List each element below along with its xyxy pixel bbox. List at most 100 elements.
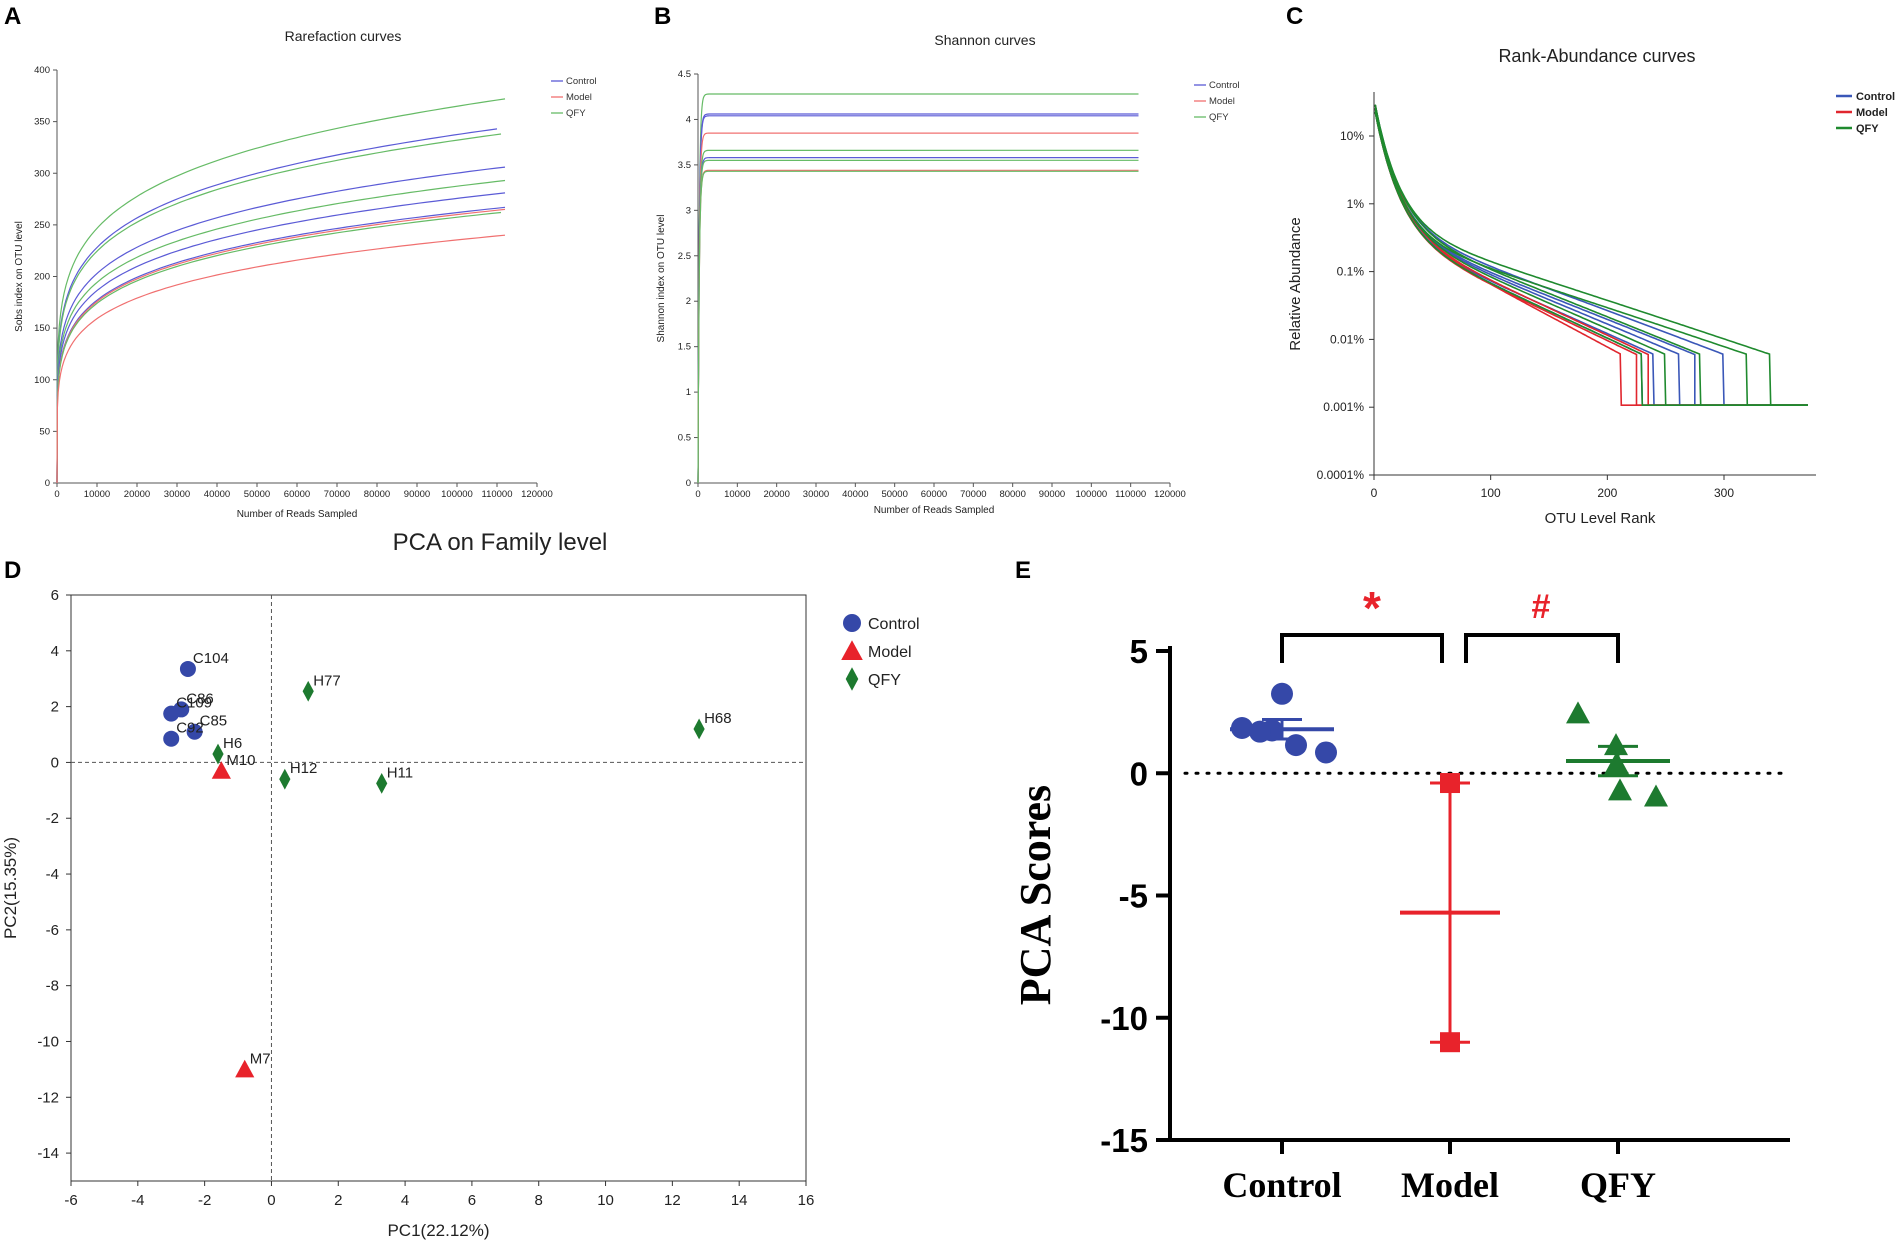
qfy-point: [1606, 753, 1630, 776]
point-label: H12: [290, 760, 318, 777]
x-tick-label: 0: [695, 489, 700, 500]
x-tick-label: 30000: [803, 489, 829, 500]
x-tick-label: 20000: [124, 489, 150, 500]
x-tick-label: -2: [198, 1192, 211, 1209]
y-tick-label: 10%: [1340, 129, 1364, 143]
model-point: [1440, 1032, 1460, 1053]
point-label: M10: [226, 752, 255, 769]
x-tick-label: 300: [1714, 486, 1734, 500]
series-line: [697, 159, 1139, 484]
x-tick-label: 12: [664, 1192, 681, 1209]
panel-label-b: B: [654, 3, 671, 30]
y-tick-label: -15: [1100, 1122, 1148, 1159]
y-axis-label: Shannon index on OTU level: [656, 215, 667, 343]
x-tick-label: 70000: [324, 489, 350, 500]
x-tick-label: -4: [131, 1192, 144, 1209]
x-tick-label: 10: [597, 1192, 614, 1209]
y-tick-label: 6: [51, 587, 59, 604]
legend-label: QFY: [868, 672, 901, 689]
panel-label-a: A: [4, 3, 21, 30]
point-label: C109: [176, 695, 212, 712]
legend-label: QFY: [1209, 112, 1229, 123]
point-label: M7: [250, 1050, 271, 1067]
model-point: [841, 640, 863, 660]
control-point: [843, 614, 861, 632]
y-tick-label: 350: [34, 117, 50, 128]
y-tick-label: 3: [686, 205, 691, 216]
y-tick-label: 300: [34, 168, 50, 179]
y-tick-label: 400: [34, 65, 50, 76]
qfy-point: [279, 768, 291, 790]
series-line: [697, 149, 1139, 484]
series-line: [697, 132, 1139, 484]
x-tick-label: -6: [64, 1192, 77, 1209]
x-tick-label: 40000: [204, 489, 230, 500]
x-tick-label: 50000: [881, 489, 907, 500]
series-line: [56, 234, 506, 484]
y-tick-label: 0: [686, 478, 691, 489]
series-line: [56, 133, 502, 484]
series-line: [56, 208, 506, 484]
y-tick-label: 4: [51, 643, 59, 660]
x-tick-label: 90000: [1039, 489, 1065, 500]
point-label: C85: [200, 713, 228, 730]
legend-label: QFY: [566, 108, 586, 119]
qfy-point: [845, 667, 859, 691]
series-line: [1374, 108, 1808, 406]
control-point: [186, 723, 203, 740]
x-tick-label: 4: [401, 1192, 409, 1209]
y-tick-label: -10: [37, 1033, 59, 1050]
x-tick-label: 110000: [482, 489, 513, 500]
y-tick-label: -4: [46, 866, 59, 883]
legend-label: Model: [1856, 107, 1888, 119]
x-axis-label: PC1(22.12%): [387, 1221, 489, 1240]
point-label: C104: [193, 650, 229, 667]
bracket-model-qfy: [1464, 633, 1620, 663]
model-point: [235, 1059, 255, 1078]
series-line: [697, 157, 1139, 484]
y-tick-label: 2: [686, 296, 691, 307]
x-tick-label: 80000: [364, 489, 390, 500]
x-tick-label: 0: [54, 489, 59, 500]
x-tick-label: 100000: [1075, 489, 1107, 500]
control-point: [1249, 720, 1271, 743]
control-point: [179, 660, 196, 677]
chart-title: PCA on Family level: [393, 529, 608, 556]
legend-label: QFY: [1856, 123, 1879, 135]
legend-label: Control: [566, 76, 597, 87]
y-tick-label: -12: [37, 1089, 59, 1106]
pca-scatter-chart: PCA on Family level -6 -4 -2 0 2 4 6 8 10 12 14 16 6 4…: [1, 529, 920, 1240]
y-tick-label: -8: [46, 978, 59, 995]
category-label: QFY: [1580, 1165, 1656, 1205]
series-line: [697, 113, 1139, 484]
x-tick-label: 16: [798, 1192, 815, 1209]
y-tick-label: 0.5: [678, 433, 691, 444]
y-tick-label: 100: [34, 375, 50, 386]
point-label: C86: [186, 690, 214, 707]
y-tick-label: -2: [46, 810, 59, 827]
significance-star: *: [1363, 582, 1381, 634]
qfy-point: [693, 718, 705, 740]
control-point: [1285, 734, 1307, 757]
y-tick-label: 0.01%: [1330, 332, 1364, 346]
legend-label: Control: [868, 616, 920, 633]
y-tick-label: 4: [686, 114, 691, 125]
y-tick-label: -6: [46, 922, 59, 939]
series-line: [56, 211, 502, 484]
series-line: [697, 169, 1139, 484]
series-line: [1374, 108, 1808, 406]
x-axis-label: OTU Level Rank: [1545, 510, 1656, 527]
control-point: [163, 705, 180, 722]
series-line: [1374, 104, 1808, 406]
series-line: [697, 170, 1139, 484]
y-tick-label: -5: [1119, 878, 1148, 915]
x-tick-label: 120000: [1154, 489, 1186, 500]
series-line: [56, 206, 506, 484]
significance-hash: #: [1532, 588, 1551, 626]
x-tick-label: 50000: [244, 489, 270, 500]
series-line: [1374, 104, 1808, 406]
point-label: H77: [313, 672, 341, 689]
series-line: [1374, 111, 1808, 406]
x-tick-label: 20000: [763, 489, 789, 500]
